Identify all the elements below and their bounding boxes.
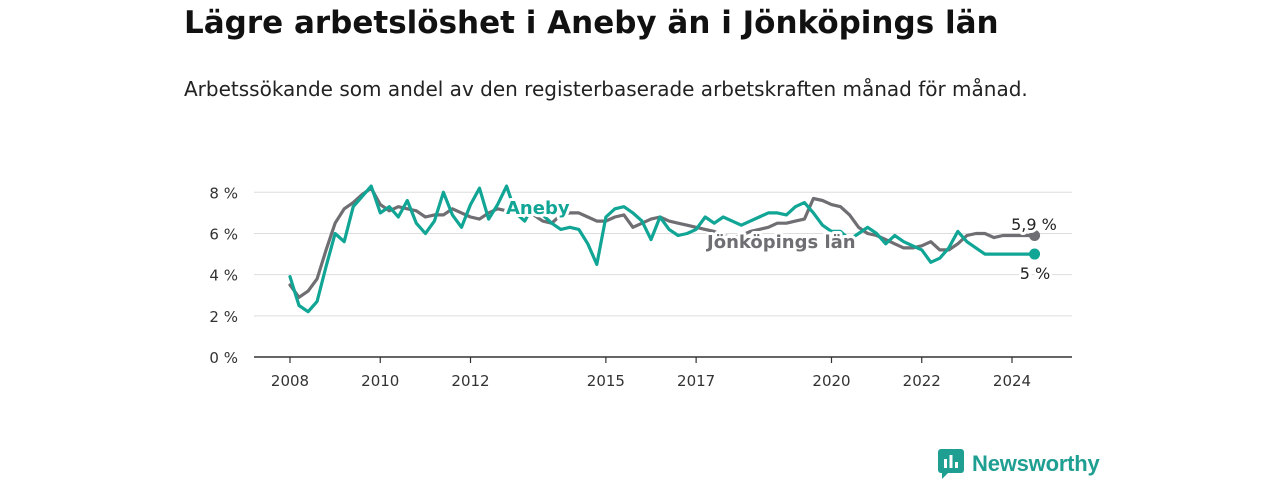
end-value-label-jonkopings-lan: 5,9 % bbox=[1011, 215, 1057, 234]
y-tick-label: 0 % bbox=[209, 349, 238, 367]
chart-subtitle: Arbetssökande som andel av den registerb… bbox=[184, 77, 1028, 101]
x-tick-label: 2010 bbox=[361, 372, 399, 390]
series-label-aneby: Aneby bbox=[506, 198, 570, 219]
x-tick-label: 2020 bbox=[812, 372, 850, 390]
end-value-label-aneby-halo: 5 % bbox=[1020, 264, 1050, 283]
x-tick-label: 2012 bbox=[451, 372, 489, 390]
series-line-aneby bbox=[288, 184, 1037, 314]
series-end-point bbox=[1029, 248, 1041, 260]
x-tick-label: 2015 bbox=[587, 372, 625, 390]
chart-title: Lägre arbetslöshet i Aneby än i Jönköpin… bbox=[184, 5, 999, 41]
end-value-label-jonkopings-lan-halo: 5,9 % bbox=[1011, 215, 1057, 234]
series-label-jonkopings-lan: Jönköpings län bbox=[705, 232, 856, 253]
y-tick-label: 2 % bbox=[209, 308, 238, 326]
y-tick-label: 6 % bbox=[209, 225, 238, 243]
y-axis-ticks: 0 % 2 % 4 % 6 % 8 % bbox=[209, 184, 238, 367]
y-tick-label: 8 % bbox=[209, 184, 238, 202]
grid-lines bbox=[254, 191, 1072, 358]
end-value-label-aneby: 5 % bbox=[1020, 264, 1050, 283]
x-tick-label: 2017 bbox=[677, 372, 715, 390]
x-axis-ticks: 2008 2010 2012 2015 2017 2020 2022 2024 bbox=[271, 357, 1031, 390]
series-line-j-nk-pings-l-n bbox=[288, 186, 1037, 299]
x-tick-label: 2024 bbox=[993, 372, 1031, 390]
brand-name: Newsworthy bbox=[972, 451, 1100, 476]
series-end-point bbox=[1029, 230, 1041, 242]
newsworthy-brand: Newsworthy bbox=[938, 448, 1100, 480]
x-tick-label: 2008 bbox=[271, 372, 309, 390]
y-tick-label: 4 % bbox=[209, 267, 238, 285]
bar-chart-badge-icon bbox=[938, 449, 964, 479]
series-label-aneby-halo: Aneby bbox=[506, 198, 570, 219]
x-tick-label: 2022 bbox=[903, 372, 941, 390]
series-label-jonkopings-lan-halo: Jönköpings län bbox=[705, 232, 856, 253]
series-lines bbox=[288, 184, 1041, 314]
